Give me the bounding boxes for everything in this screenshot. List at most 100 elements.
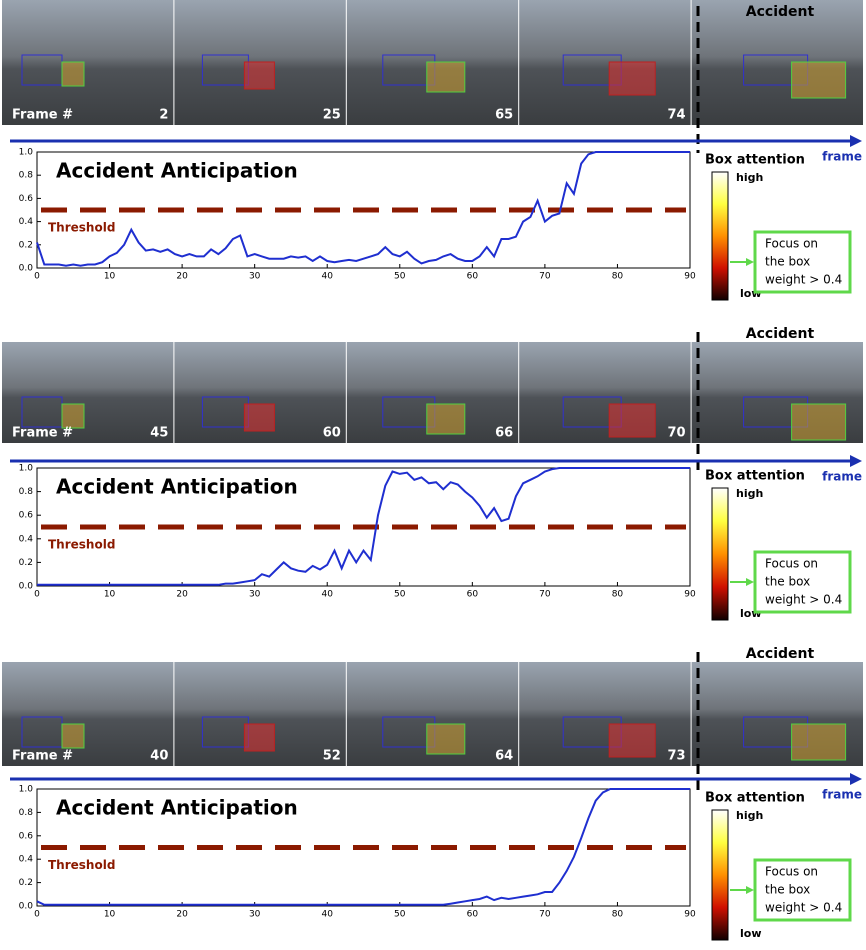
x-tick-label: 80 (612, 590, 624, 600)
frame-label: Frame # (12, 108, 73, 123)
frame-number: 25 (323, 108, 341, 123)
x-tick-label: 60 (467, 910, 479, 920)
attention-box (244, 724, 274, 751)
note-arrow-head (746, 886, 754, 894)
video-frame (519, 0, 690, 125)
attention-box (609, 62, 655, 95)
x-tick-label: 10 (104, 590, 116, 600)
colorbar-title: Box attention (705, 469, 805, 484)
frame-axis-label: frame (822, 150, 862, 164)
x-tick-label: 0 (34, 272, 40, 282)
x-tick-label: 0 (34, 910, 40, 920)
video-frame (519, 662, 690, 766)
x-tick-label: 30 (249, 590, 261, 600)
frame-number: 52 (323, 749, 341, 764)
frame-number: 65 (495, 108, 513, 123)
x-tick-label: 30 (249, 910, 261, 920)
frame-number: 60 (323, 426, 341, 441)
y-tick-label: 0.6 (19, 511, 34, 521)
attention-box (792, 724, 846, 760)
arrow-head (850, 455, 862, 467)
colorbar-low: low (740, 927, 762, 940)
frame-axis-label: frame (822, 470, 862, 484)
y-tick-label: 0.6 (19, 194, 34, 204)
colorbar (712, 810, 728, 940)
attention-box (62, 404, 84, 428)
attention-box (427, 62, 465, 92)
colorbar-high: high (736, 171, 763, 184)
attention-box (609, 404, 655, 437)
x-tick-label: 70 (539, 590, 551, 600)
x-tick-label: 20 (176, 272, 188, 282)
y-tick-label: 1.0 (19, 148, 34, 158)
frame-number: 73 (668, 749, 686, 764)
x-tick-label: 30 (249, 272, 261, 282)
accident-label: Accident (746, 326, 815, 342)
y-tick-label: 0.4 (19, 217, 34, 227)
attention-box (427, 404, 465, 434)
x-tick-label: 10 (104, 272, 116, 282)
y-tick-label: 1.0 (19, 464, 34, 474)
chart-title: Accident Anticipation (56, 475, 298, 499)
y-tick-label: 1.0 (19, 785, 34, 795)
attention-box (244, 62, 274, 89)
x-tick-label: 40 (321, 590, 333, 600)
accident-label: Accident (746, 646, 815, 662)
frame-label: Frame # (12, 749, 73, 764)
frame-number: 45 (150, 426, 168, 441)
figure: Frame # 2 25 65 74 Accident frame 0.0 0.2 0.4 0.6 0… (0, 0, 866, 950)
attention-box (427, 724, 465, 754)
note-text: Focus on (765, 865, 818, 879)
colorbar-high: high (736, 487, 763, 500)
x-tick-label: 10 (104, 910, 116, 920)
x-tick-label: 90 (684, 910, 696, 920)
colorbar-title: Box attention (705, 791, 805, 806)
y-tick-label: 0.6 (19, 831, 34, 841)
video-frame (519, 342, 690, 443)
x-tick-label: 0 (34, 590, 40, 600)
frame-number: 64 (495, 749, 513, 764)
x-tick-label: 40 (321, 910, 333, 920)
y-tick-label: 0.4 (19, 855, 34, 865)
arrow-head (850, 135, 862, 147)
frame-number: 70 (668, 426, 686, 441)
attention-box (792, 404, 846, 440)
colorbar (712, 488, 728, 620)
y-tick-label: 0.0 (19, 582, 34, 592)
x-tick-label: 20 (176, 590, 188, 600)
attention-box (62, 724, 84, 748)
arrow-head (850, 773, 862, 785)
note-text: Focus on (765, 557, 818, 571)
y-tick-label: 0.4 (19, 534, 34, 544)
y-tick-label: 0.8 (19, 487, 34, 497)
x-tick-label: 50 (394, 272, 406, 282)
note-text: Focus on (765, 237, 818, 251)
video-frame (2, 0, 173, 125)
attention-box (62, 62, 84, 86)
note-arrow-head (746, 258, 754, 266)
threshold-label: Threshold (48, 538, 115, 552)
note-text: weight > 0.4 (765, 901, 842, 915)
frame-number: 40 (150, 749, 168, 764)
frame-number: 66 (495, 426, 513, 441)
y-tick-label: 0.2 (19, 878, 33, 888)
x-tick-label: 60 (467, 272, 479, 282)
x-tick-label: 50 (394, 590, 406, 600)
x-tick-label: 80 (612, 272, 624, 282)
colorbar-title: Box attention (705, 153, 805, 168)
x-tick-label: 90 (684, 590, 696, 600)
attention-box (609, 724, 655, 757)
frame-number: 2 (159, 108, 168, 123)
frame-label: Frame # (12, 426, 73, 441)
chart-title: Accident Anticipation (56, 796, 298, 820)
x-tick-label: 50 (394, 910, 406, 920)
x-tick-label: 20 (176, 910, 188, 920)
note-text: the box (765, 575, 810, 589)
x-tick-label: 70 (539, 910, 551, 920)
note-text: weight > 0.4 (765, 273, 842, 287)
colorbar-high: high (736, 809, 763, 822)
y-tick-label: 0.0 (19, 264, 34, 274)
note-arrow-head (746, 578, 754, 586)
attention-box (792, 62, 846, 98)
frame-number: 74 (668, 108, 686, 123)
